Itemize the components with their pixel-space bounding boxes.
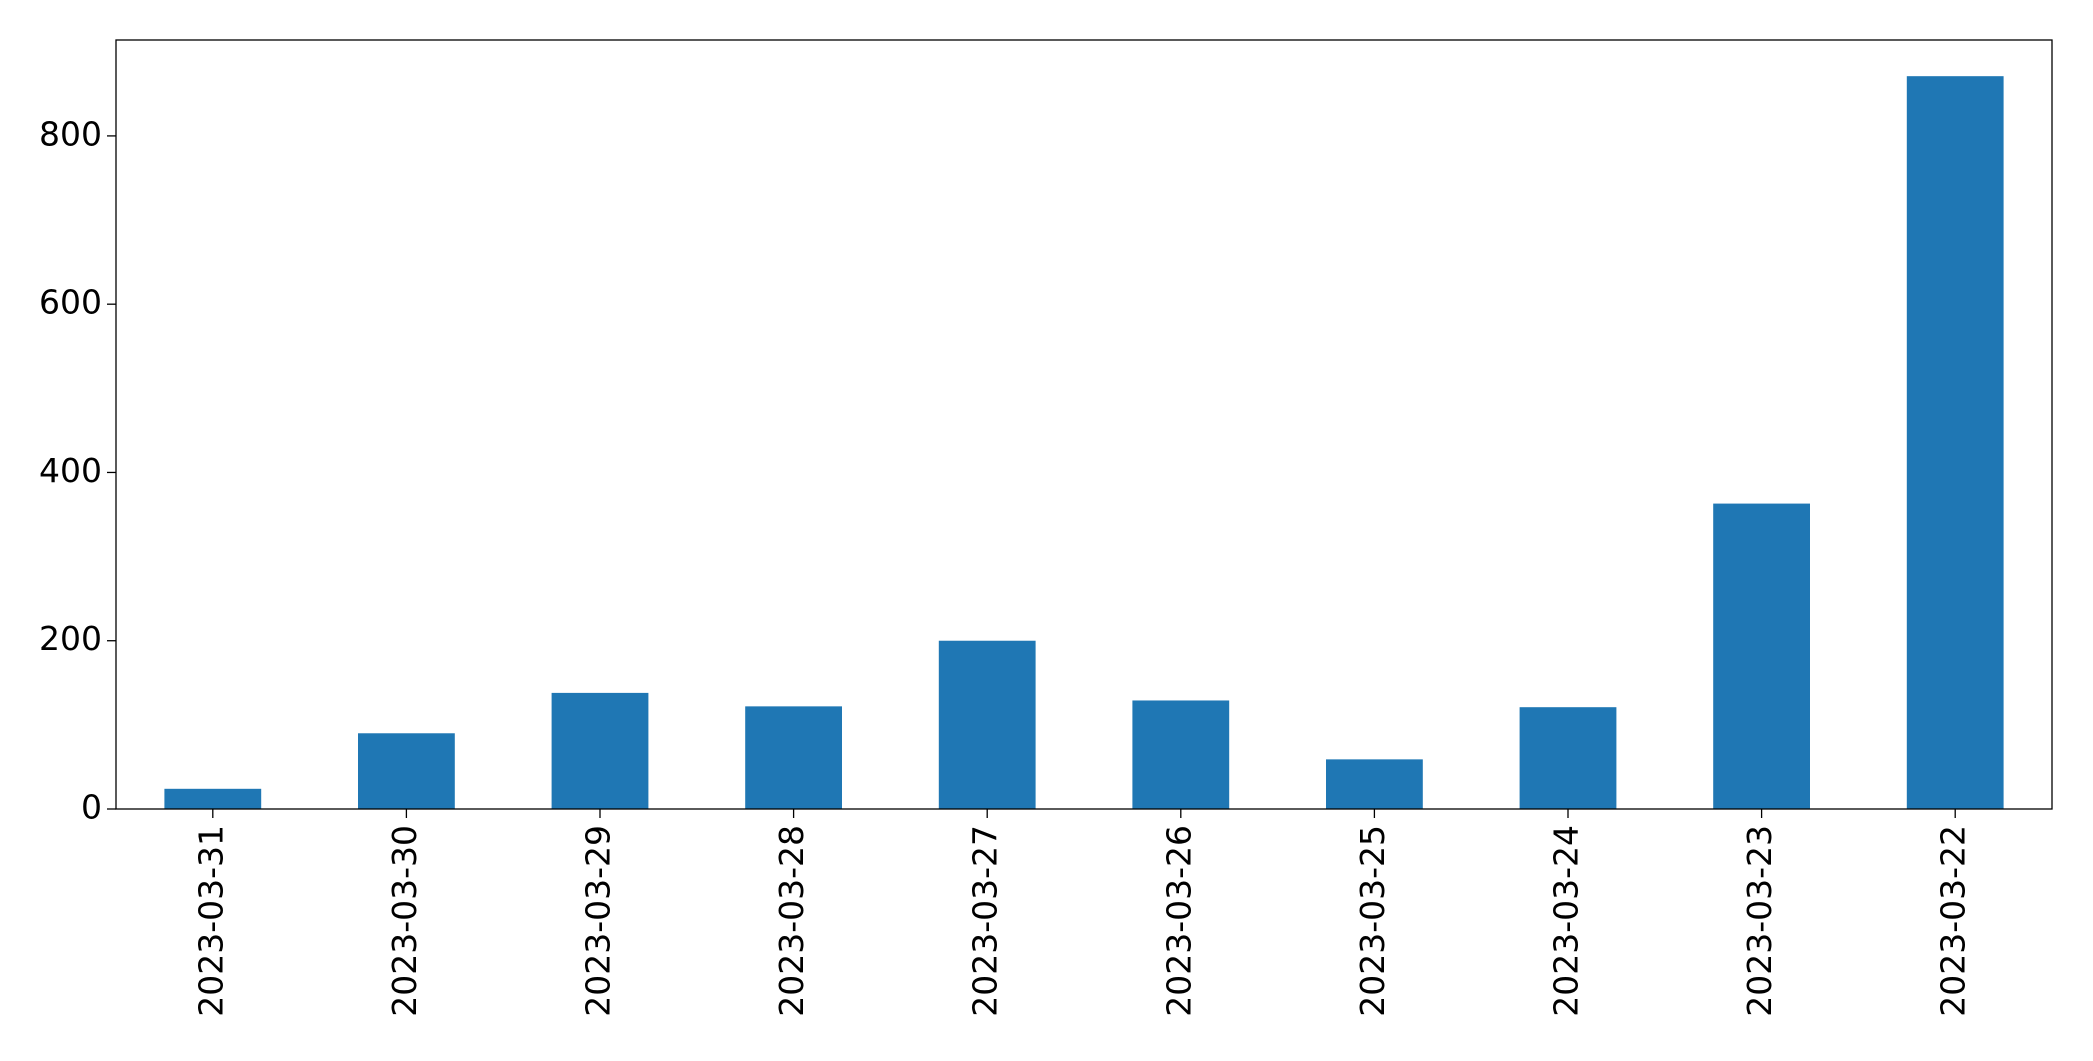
x-tick-label: 2023-03-29 (579, 825, 618, 1017)
x-tick-label: 2023-03-31 (191, 825, 230, 1017)
x-tick-label: 2023-03-26 (1159, 825, 1198, 1017)
y-tick-label: 800 (39, 114, 102, 153)
x-tick-label: 2023-03-24 (1547, 825, 1586, 1017)
bar (551, 692, 649, 809)
bar (1906, 76, 2004, 809)
bar (164, 788, 262, 809)
bar (1132, 700, 1230, 809)
bar (358, 733, 455, 809)
plot-frame (115, 39, 2053, 810)
x-tick-label: 2023-03-30 (385, 825, 424, 1017)
y-tick-label: 600 (39, 283, 102, 322)
x-tick-label: 2023-03-23 (1740, 825, 1779, 1017)
x-tick-label: 2023-03-28 (772, 825, 811, 1017)
bar (1326, 759, 1423, 809)
bar (1519, 707, 1617, 809)
bar (745, 706, 842, 809)
x-tick-label: 2023-03-25 (1353, 825, 1392, 1017)
y-tick-label: 200 (39, 619, 102, 658)
x-tick-label: 2023-03-27 (966, 825, 1005, 1017)
y-tick-label: 400 (39, 451, 102, 490)
bar (938, 640, 1036, 809)
y-tick-label: 0 (81, 788, 102, 827)
bar (1713, 503, 1810, 809)
x-tick-label: 2023-03-22 (1934, 825, 1973, 1017)
